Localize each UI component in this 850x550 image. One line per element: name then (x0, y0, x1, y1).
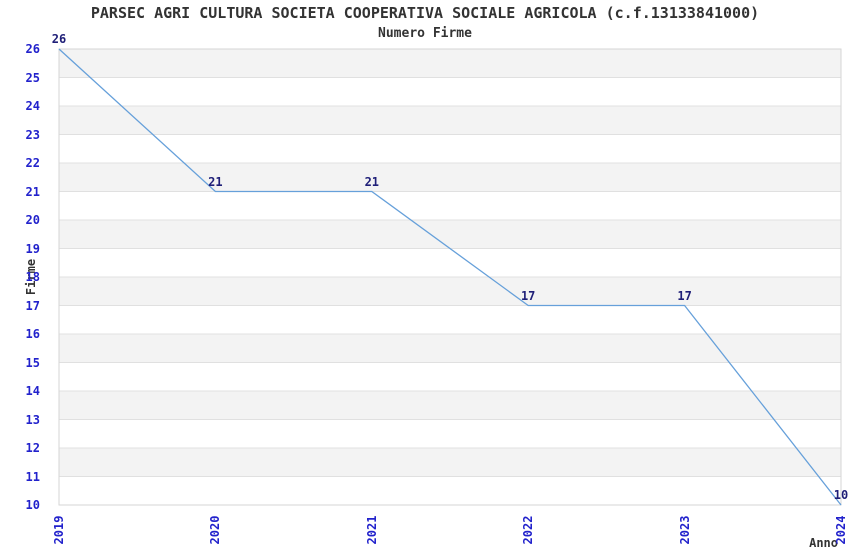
data-point-label: 17 (520, 288, 536, 303)
y-tick-label: 10 (25, 498, 40, 512)
grid-band (59, 277, 841, 306)
data-point-label: 21 (208, 174, 223, 189)
y-tick-label: 23 (25, 127, 40, 142)
x-tick-label: 2022 (521, 515, 536, 545)
y-tick-label: 20 (25, 213, 40, 227)
x-tick-label: 2020 (208, 515, 223, 545)
y-tick-label: 16 (25, 327, 40, 341)
y-tick-label: 18 (25, 270, 40, 284)
x-tick-label: 2023 (677, 515, 692, 545)
y-tick-label: 19 (25, 241, 40, 256)
x-axis-label: Anno (809, 536, 838, 550)
plot-border (58, 48, 842, 506)
grid-band (59, 220, 841, 249)
y-tick-label: 26 (25, 42, 40, 56)
data-point-label: 21 (364, 174, 380, 189)
y-tick-label: 15 (25, 355, 40, 370)
x-tick-label: 2024 (834, 515, 848, 545)
grid-band (59, 448, 841, 477)
data-point-label: 10 (833, 488, 849, 502)
y-tick-label: 13 (25, 412, 40, 427)
y-tick-label: 14 (25, 384, 40, 398)
x-tick-label: 2021 (364, 515, 379, 545)
x-tick-label: 2019 (52, 515, 66, 545)
grid-band (59, 334, 841, 363)
grid-band (59, 49, 841, 78)
chart-subtitle: Numero Firme (378, 26, 472, 41)
y-tick-label: 21 (25, 184, 40, 199)
grid-band (59, 106, 841, 135)
data-line (58, 48, 842, 506)
y-tick-label: 24 (25, 99, 40, 113)
data-point-label: 17 (677, 288, 692, 303)
y-tick-label: 22 (25, 156, 40, 170)
grid-band (59, 391, 841, 420)
y-tick-label: 11 (25, 469, 40, 484)
y-tick-label: 17 (25, 298, 40, 313)
y-tick-label: 25 (25, 70, 40, 85)
chart-title: PARSEC AGRI CULTURA SOCIETA COOPERATIVA … (90, 4, 760, 22)
y-tick-label: 12 (25, 441, 40, 455)
grid-band (59, 163, 841, 192)
data-point-label: 26 (51, 32, 67, 46)
